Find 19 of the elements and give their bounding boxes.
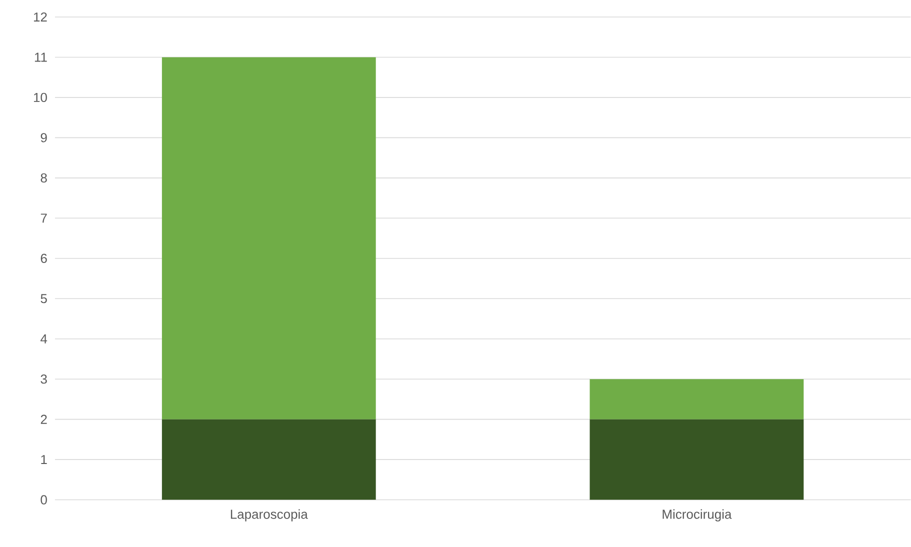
- bar: [590, 379, 804, 420]
- y-tick-label: 10: [34, 92, 47, 102]
- y-tick-label: 5: [40, 294, 47, 304]
- y-tick-label: 1: [41, 455, 47, 464]
- y-tick-label: 11: [34, 52, 47, 62]
- y-tick-label: 2: [40, 414, 47, 424]
- bar: [590, 419, 804, 500]
- y-tick-label: 9: [40, 133, 47, 142]
- y-tick-label: 8: [40, 173, 47, 183]
- y-tick-label: 4: [40, 334, 48, 344]
- bar: [162, 57, 376, 420]
- y-tick-label: 6: [40, 254, 47, 264]
- bar: [162, 419, 376, 500]
- y-tick-label: 12: [34, 12, 47, 22]
- x-tick-label: Laparoscopia: [230, 509, 308, 522]
- y-tick-label: 3: [40, 374, 47, 384]
- y-tick-label: 0: [40, 495, 47, 504]
- x-tick-label: Microcirugia: [662, 509, 732, 522]
- y-tick-label: 7: [40, 214, 47, 223]
